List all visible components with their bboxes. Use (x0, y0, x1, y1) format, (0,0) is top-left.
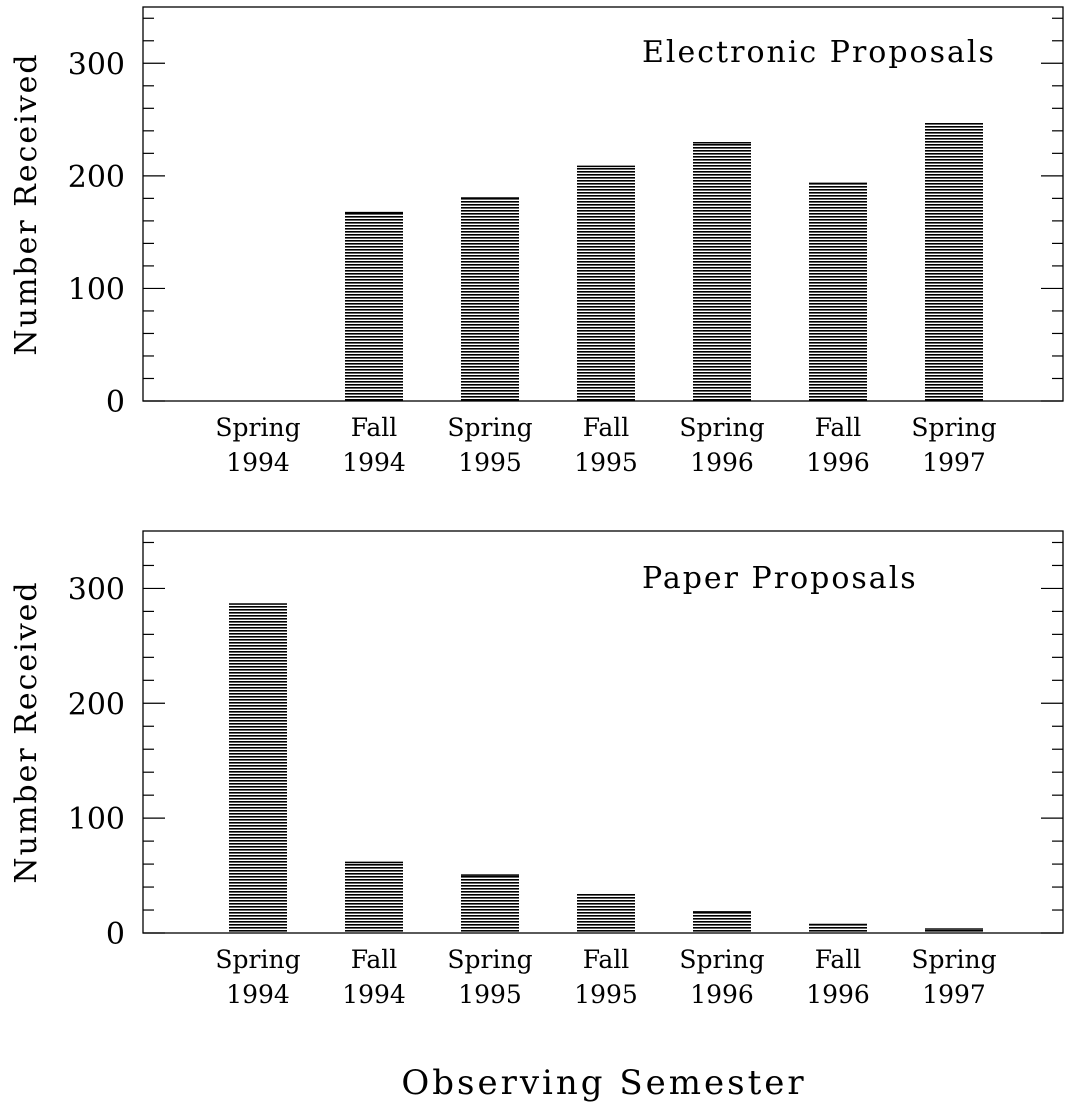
x-category-year: 1997 (922, 980, 986, 1009)
bar (809, 182, 867, 401)
x-category-year: 1996 (806, 448, 870, 477)
x-category-season: Fall (583, 413, 630, 442)
x-category-year: 1994 (226, 448, 290, 477)
y-axis-title: Number Received (9, 52, 44, 355)
x-category-season: Spring (679, 945, 764, 974)
paper-proposals-panel: 0 100 200 300 Number Received Paper Proposals… (9, 530, 1064, 1009)
x-category-year: 1995 (458, 980, 522, 1009)
bar (925, 122, 983, 401)
bar (577, 893, 635, 933)
y-axis-title: Number Received (9, 580, 44, 883)
y-tick-label: 0 (106, 917, 125, 952)
bar (461, 874, 519, 933)
x-category-season: Fall (583, 945, 630, 974)
panel-title: Paper Proposals (642, 561, 918, 596)
y-tick-label: 200 (68, 160, 125, 195)
bar (577, 165, 635, 401)
x-category-season: Spring (215, 945, 300, 974)
y-tick-label: 200 (68, 687, 125, 722)
x-category-season: Spring (447, 945, 532, 974)
x-category-year: 1997 (922, 448, 986, 477)
bar (809, 923, 867, 933)
bar (229, 603, 287, 933)
x-category-season: Spring (215, 413, 300, 442)
y-tick-label: 0 (106, 385, 125, 420)
y-tick-label: 100 (68, 272, 125, 307)
x-category-year: 1994 (342, 448, 406, 477)
x-category-season: Spring (447, 413, 532, 442)
bar (461, 197, 519, 401)
x-category-season: Spring (911, 413, 996, 442)
x-category-season: Spring (911, 945, 996, 974)
panel-title: Electronic Proposals (642, 35, 996, 70)
bar (693, 142, 751, 402)
x-category-year: 1995 (574, 448, 638, 477)
y-tick-label: 300 (68, 47, 125, 82)
x-category-year: 1996 (690, 980, 754, 1009)
x-category-year: 1996 (690, 448, 754, 477)
x-category-season: Fall (815, 945, 862, 974)
x-category-year: 1994 (342, 980, 406, 1009)
x-category-year: 1996 (806, 980, 870, 1009)
x-category-year: 1995 (574, 980, 638, 1009)
x-category-season: Fall (815, 413, 862, 442)
x-category-year: 1995 (458, 448, 522, 477)
x-category-season: Fall (351, 413, 398, 442)
y-tick-label: 100 (68, 802, 125, 837)
x-category-season: Spring (679, 413, 764, 442)
bar (345, 211, 403, 401)
electronic-proposals-panel: 0 100 200 300 Number Received Electronic Prop… (9, 6, 1064, 477)
y-tick-label: 300 (68, 572, 125, 607)
x-axis-title: Observing Semester (401, 1063, 806, 1103)
bar (345, 861, 403, 933)
bar (693, 911, 751, 933)
x-category-season: Fall (351, 945, 398, 974)
bar (925, 928, 983, 933)
x-category-year: 1994 (226, 980, 290, 1009)
